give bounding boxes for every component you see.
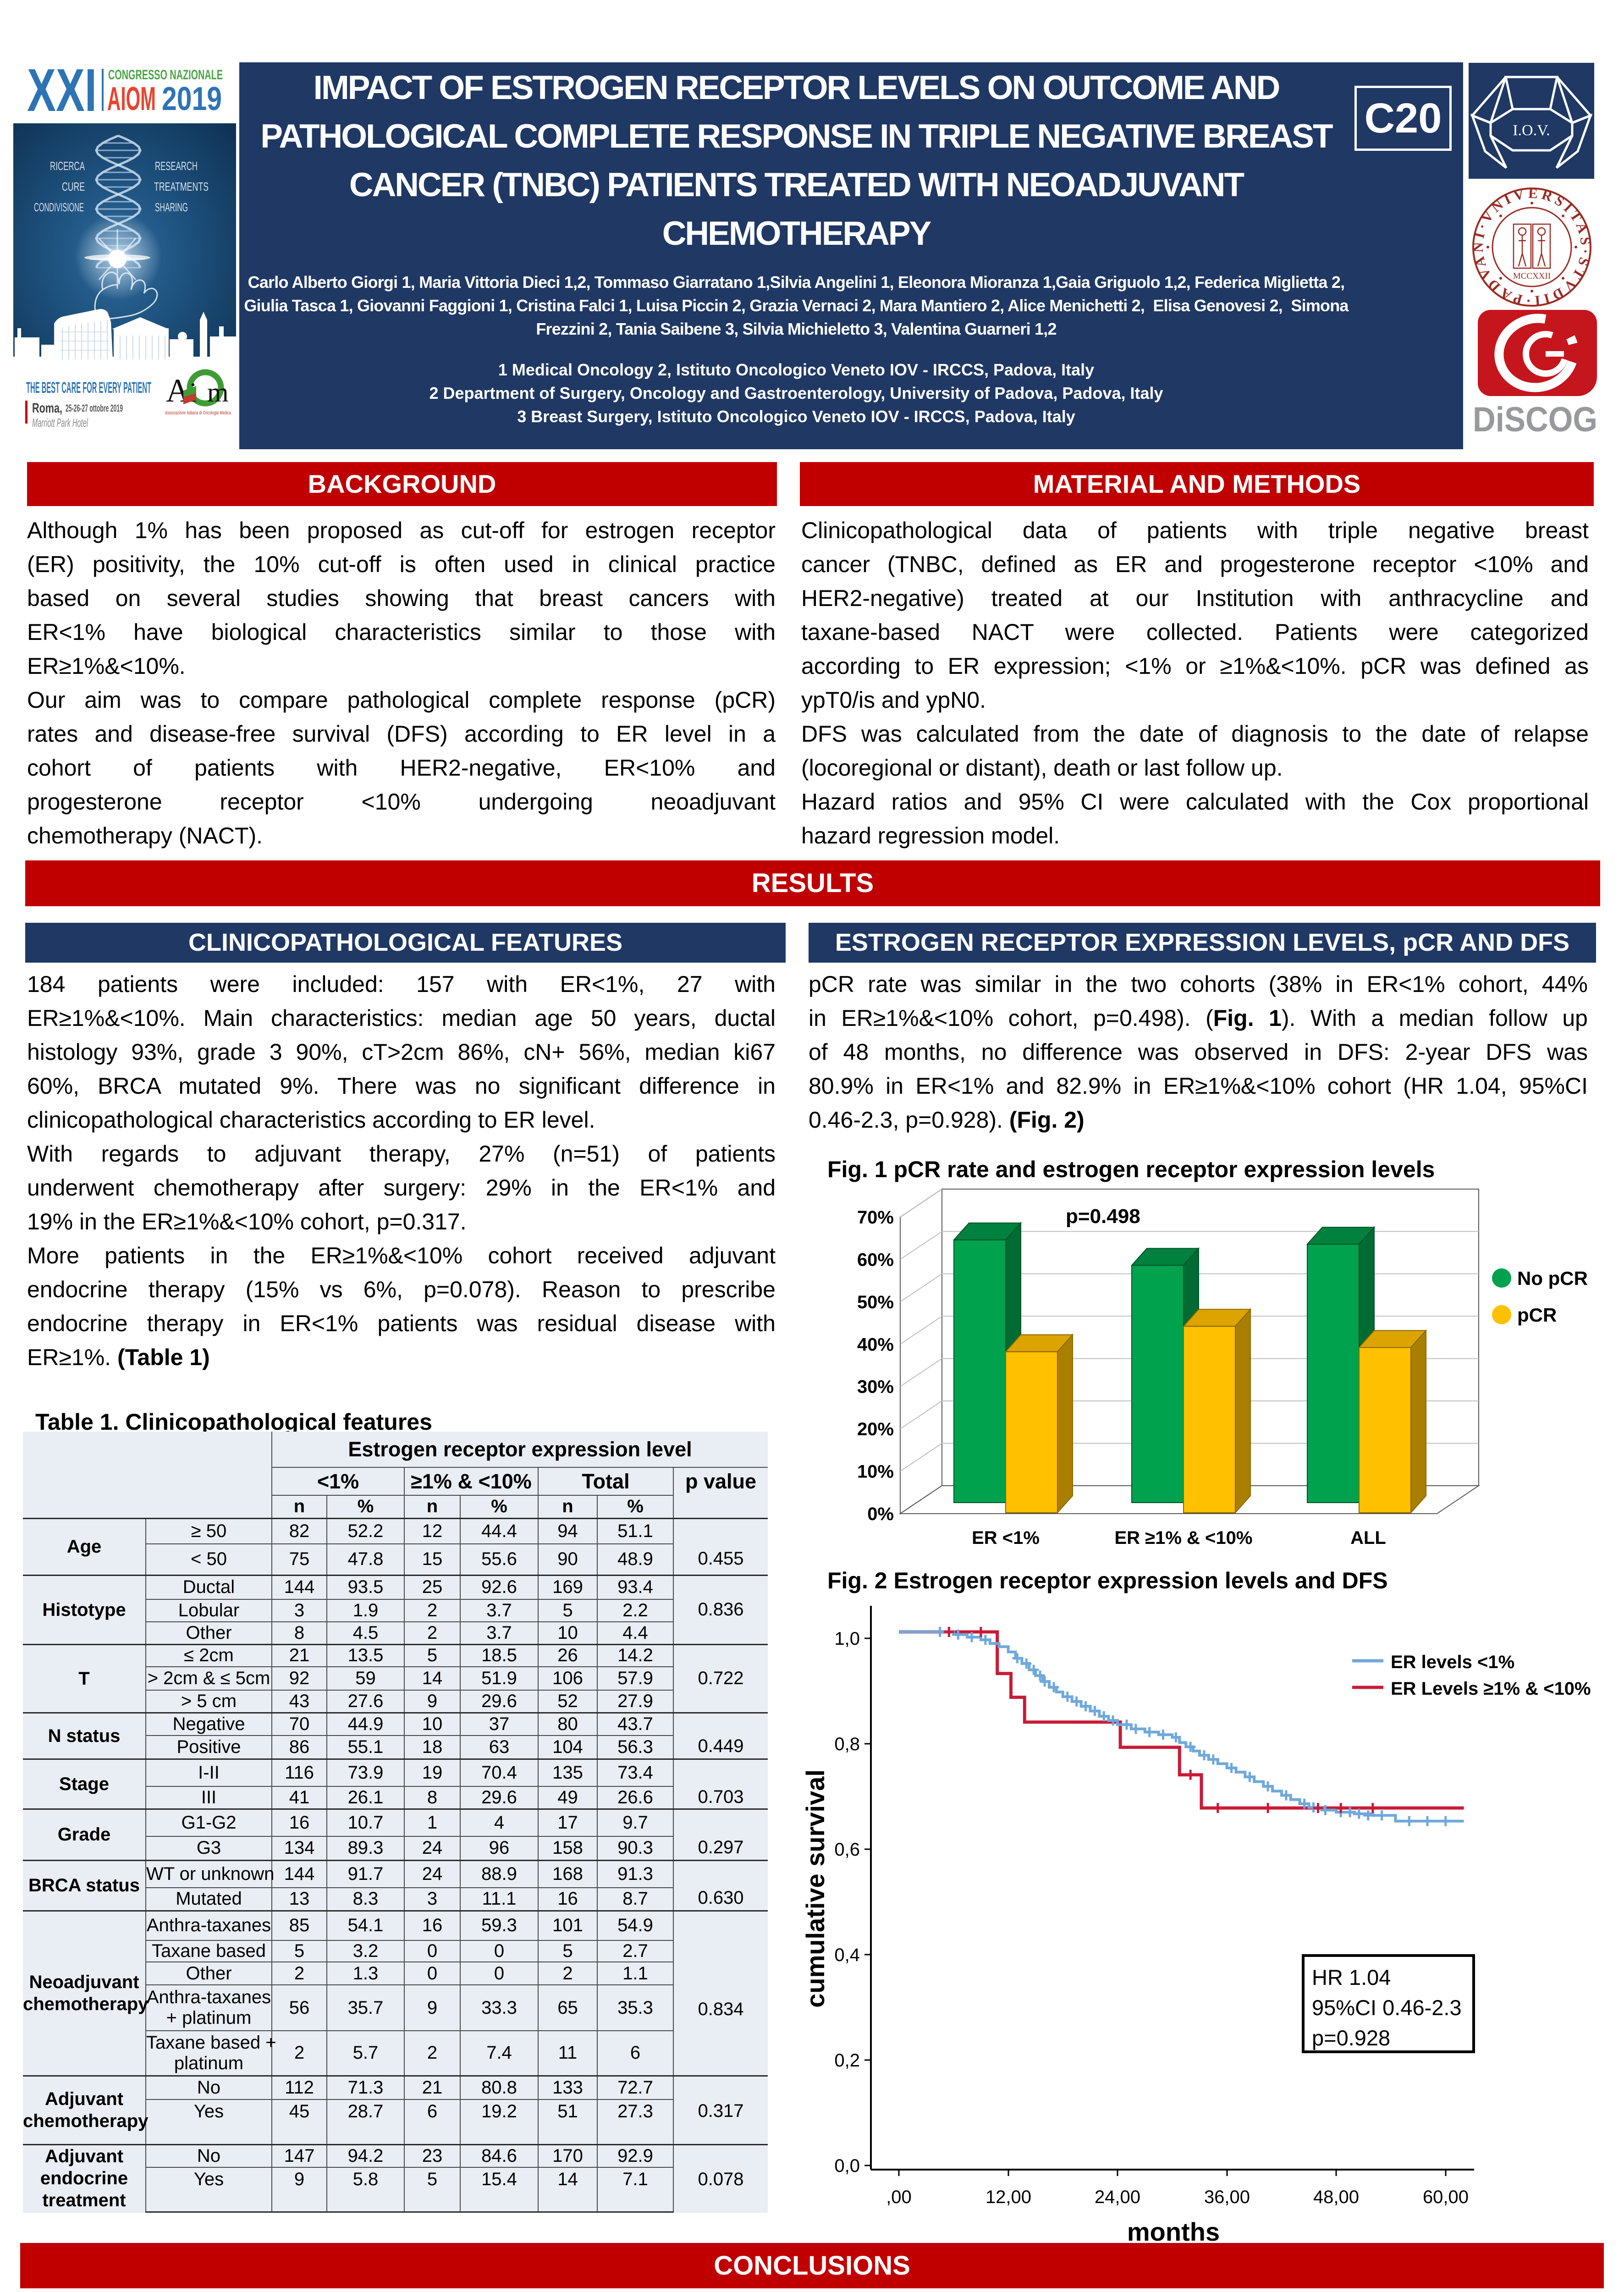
svg-text:p=0.928: p=0.928: [1312, 2026, 1390, 2050]
svg-text:pCR: pCR: [1517, 1304, 1557, 1326]
svg-text:12,00: 12,00: [985, 2187, 1031, 2207]
svg-text:30%: 30%: [857, 1377, 894, 1397]
svg-text:0,2: 0,2: [834, 2050, 860, 2071]
svg-text:DiSCOG: DiSCOG: [1473, 400, 1597, 439]
svg-text:CONGRESSO NAZIONALE: CONGRESSO NAZIONALE: [108, 67, 223, 83]
svg-text:0%: 0%: [867, 1504, 894, 1524]
svg-text:ER <1%: ER <1%: [972, 1528, 1040, 1548]
svg-text:Marriott Park Hotel: Marriott Park Hotel: [32, 416, 88, 430]
svg-text:0,0: 0,0: [834, 2156, 860, 2176]
svg-text:CONDIVISIONE: CONDIVISIONE: [34, 200, 84, 214]
svg-text:0,4: 0,4: [834, 1945, 860, 1965]
svg-text:RICERCA: RICERCA: [50, 159, 85, 173]
svg-text:cumulative survival: cumulative survival: [801, 1769, 830, 2008]
svg-text:,00: ,00: [886, 2187, 912, 2207]
svg-text:THE BEST CARE FOR EVERY PATIEN: THE BEST CARE FOR EVERY PATIENT: [26, 379, 151, 397]
svg-text:RESEARCH: RESEARCH: [155, 159, 198, 173]
svg-text:months: months: [1127, 2217, 1220, 2246]
svg-text:CURE: CURE: [62, 180, 85, 193]
svg-text:0,6: 0,6: [834, 1840, 860, 1860]
svg-text:p=0.498: p=0.498: [1066, 1205, 1140, 1228]
svg-text:50%: 50%: [857, 1292, 894, 1312]
svg-text:SHARING: SHARING: [155, 200, 188, 214]
svg-text:1,0: 1,0: [834, 1629, 860, 1649]
svg-text:ER levels <1%: ER levels <1%: [1391, 1652, 1514, 1672]
svg-text:I.O.V.: I.O.V.: [1513, 122, 1550, 139]
svg-text:MCCXXII: MCCXXII: [1513, 271, 1551, 281]
svg-text:36,00: 36,00: [1204, 2187, 1250, 2207]
svg-text:Associazione Italiana di Oncol: Associazione Italiana di Oncologia Medic…: [165, 410, 231, 416]
svg-text:TREATMENTS: TREATMENTS: [154, 180, 209, 193]
svg-text:ER Levels ≥1% & <10%: ER Levels ≥1% & <10%: [1391, 1679, 1591, 1699]
svg-text:ER ≥1% & <10%: ER ≥1% & <10%: [1115, 1528, 1253, 1548]
svg-text:24,00: 24,00: [1095, 2187, 1140, 2207]
svg-text:60%: 60%: [857, 1250, 894, 1270]
svg-text:40%: 40%: [857, 1334, 894, 1355]
svg-text:ALL: ALL: [1350, 1528, 1386, 1548]
svg-text:20%: 20%: [857, 1419, 894, 1439]
svg-text:60,00: 60,00: [1423, 2187, 1469, 2207]
svg-text:48,00: 48,00: [1313, 2187, 1359, 2207]
svg-text:AIOM: AIOM: [107, 81, 156, 117]
svg-text:No pCR: No pCR: [1517, 1267, 1588, 1289]
svg-text:XXI: XXI: [27, 56, 97, 124]
svg-text:Roma,: Roma,: [32, 401, 62, 416]
svg-text:10%: 10%: [857, 1462, 894, 1482]
svg-text:25-26-27 ottobre 2019: 25-26-27 ottobre 2019: [66, 402, 123, 414]
svg-text:m: m: [207, 377, 229, 408]
svg-text:VNIVERSITAS·STVDII·PADVANI·: VNIVERSITAS·STVDII·PADVANI·: [1463, 163, 1616, 331]
svg-text:2019: 2019: [162, 81, 222, 117]
svg-text:HR 1.04: HR 1.04: [1312, 1965, 1391, 1989]
svg-text:0,8: 0,8: [834, 1734, 860, 1754]
svg-text:95%CI 0.46-2.3: 95%CI 0.46-2.3: [1312, 1995, 1462, 2020]
svg-text:70%: 70%: [857, 1207, 894, 1228]
